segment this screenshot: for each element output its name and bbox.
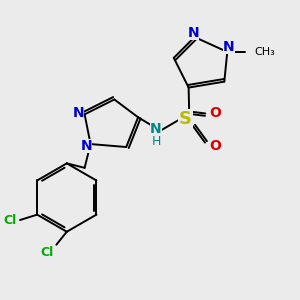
Text: H: H [151,135,160,148]
Text: N: N [73,106,85,120]
Text: Cl: Cl [41,246,54,259]
Text: N: N [80,139,92,152]
Text: S: S [179,110,192,128]
Text: N: N [187,26,199,40]
Text: O: O [209,106,221,120]
Text: N: N [223,40,235,55]
Text: N: N [150,122,162,136]
Text: CH₃: CH₃ [254,47,275,57]
Text: O: O [209,139,221,152]
Text: Cl: Cl [3,214,16,226]
